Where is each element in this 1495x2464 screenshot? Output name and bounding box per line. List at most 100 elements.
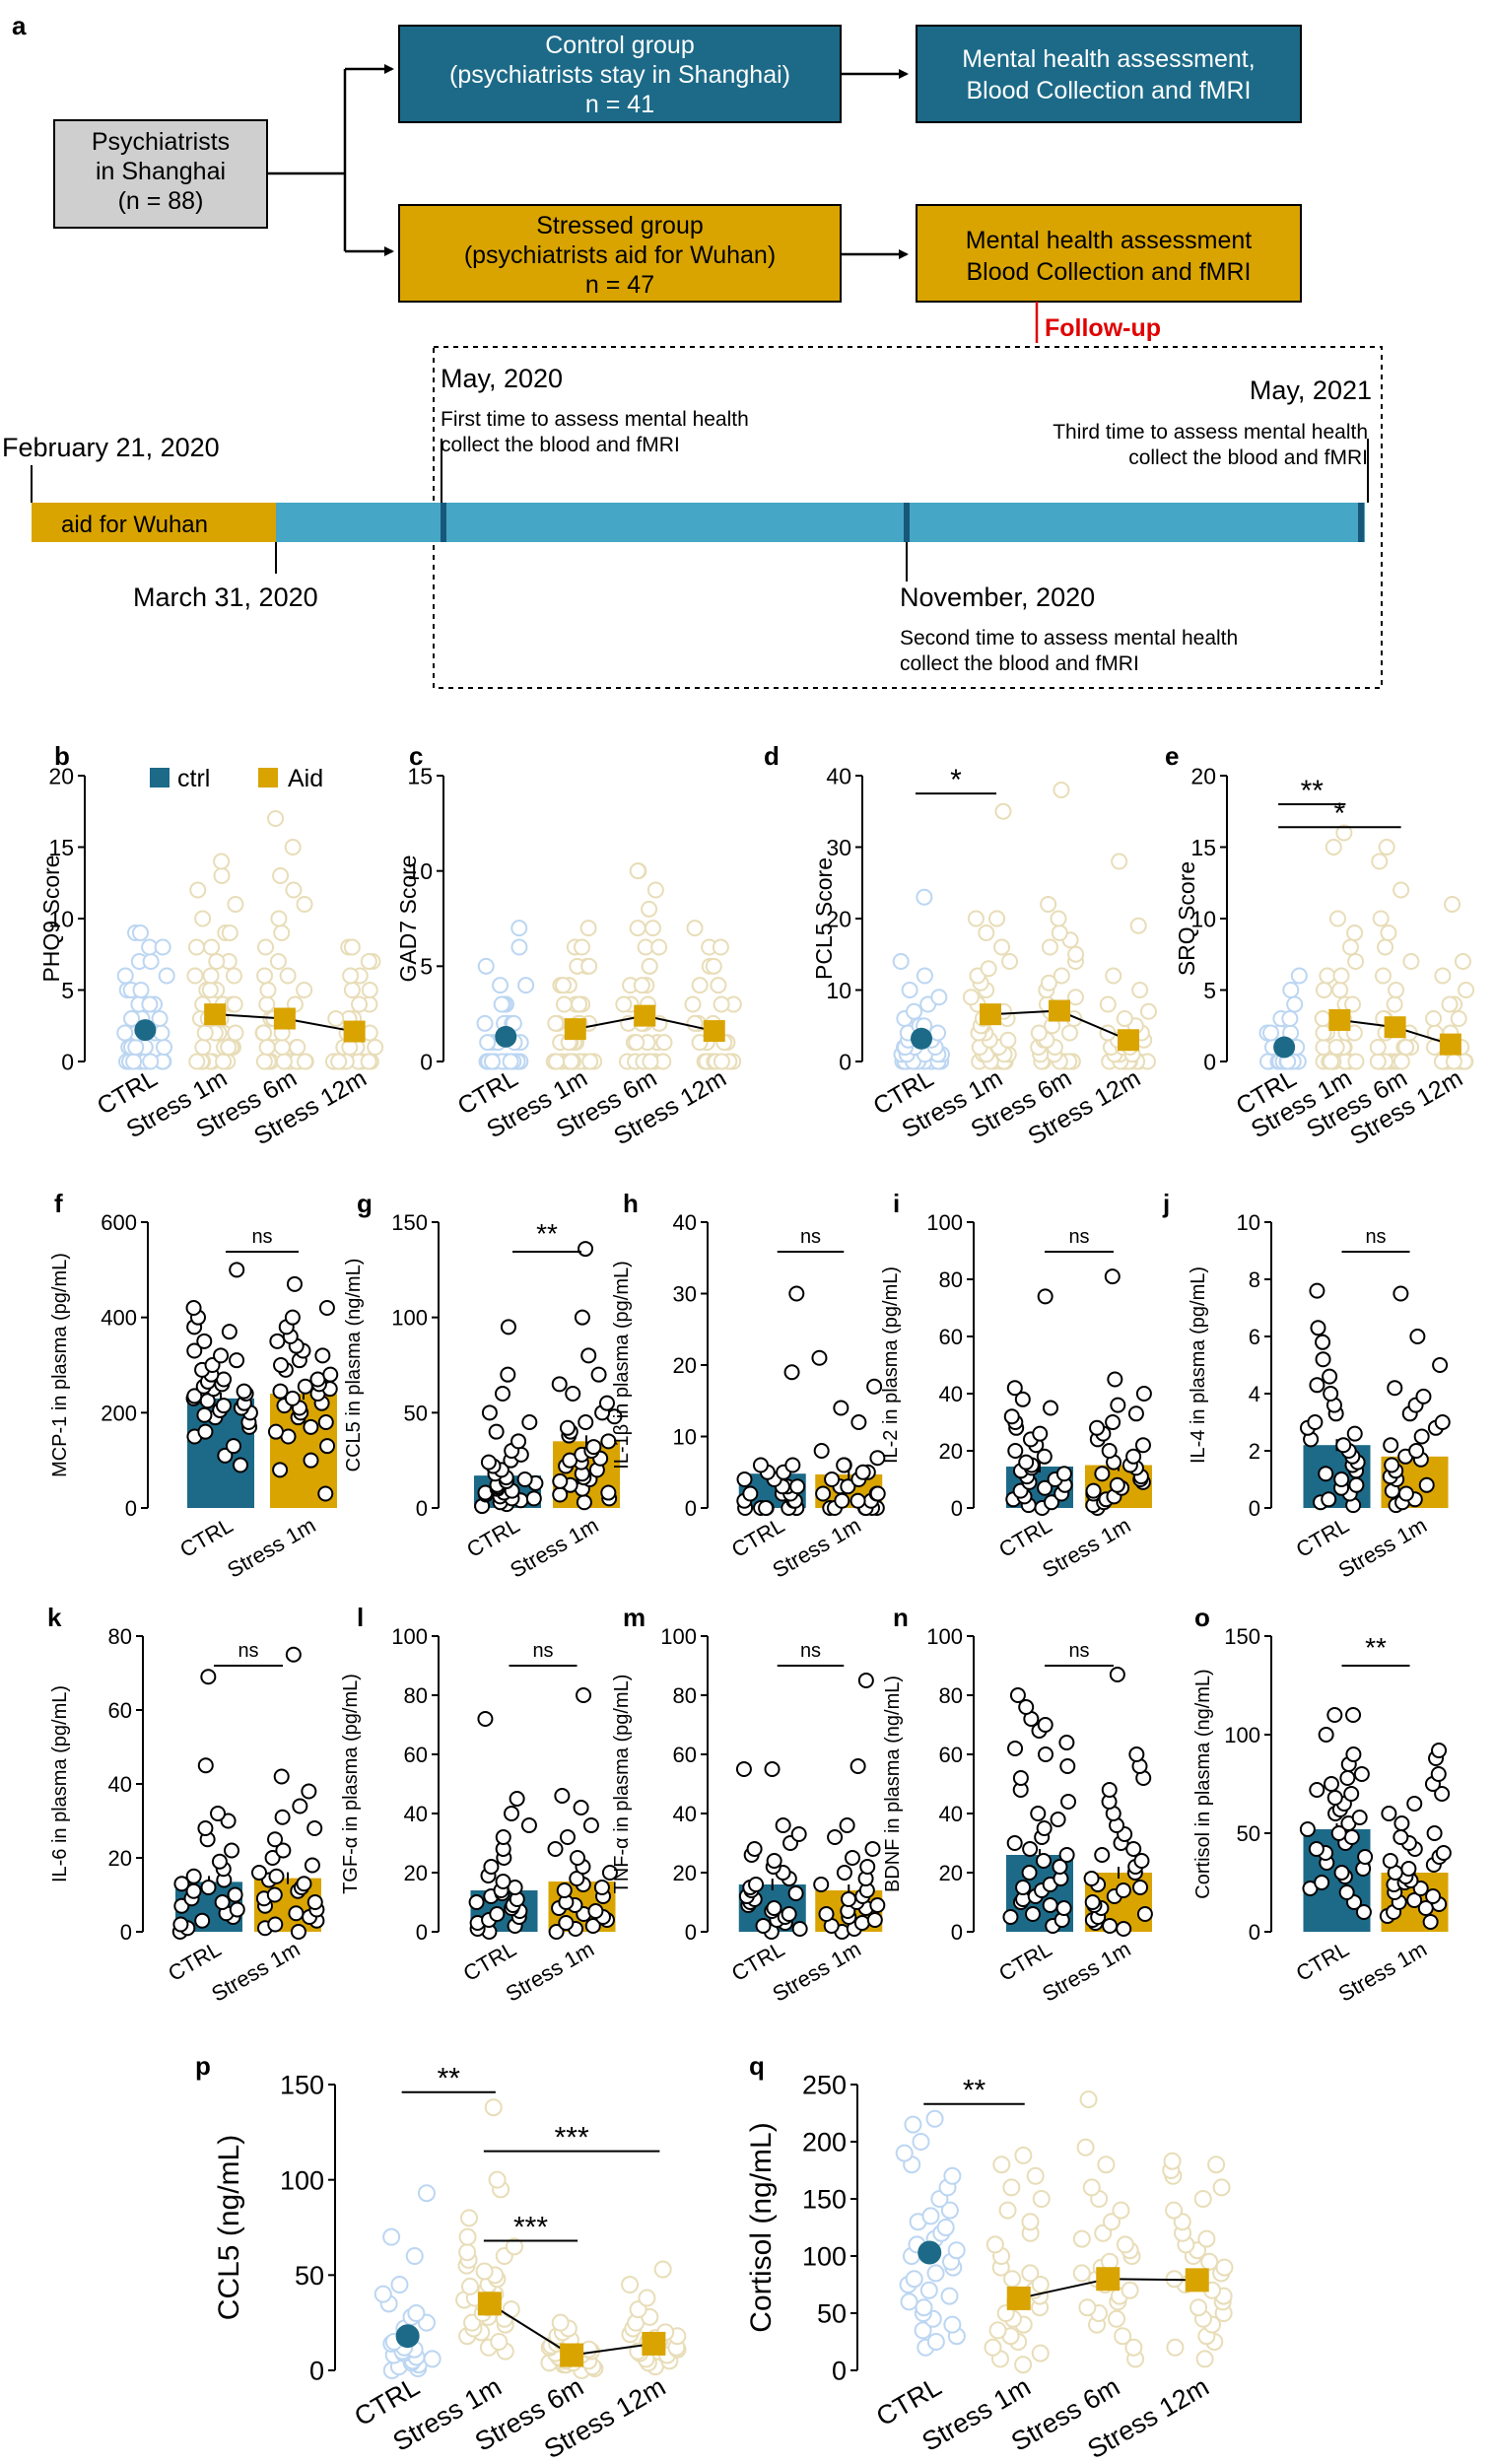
data-point [123, 1010, 141, 1027]
data-point [479, 1034, 497, 1052]
data-point [844, 1850, 860, 1866]
data-point [1166, 2338, 1185, 2357]
significance-label: *** [513, 2212, 548, 2244]
data-point [1322, 1053, 1339, 1070]
y-axis-label: TGF-α in plasma (pg/mL) [340, 1674, 362, 1894]
data-point [1097, 2156, 1116, 2174]
data-point [1339, 1770, 1356, 1786]
data-point [131, 924, 149, 941]
data-point [1357, 1849, 1374, 1865]
data-point [236, 1383, 252, 1400]
data-point [827, 1829, 844, 1845]
data-point [502, 2300, 520, 2319]
nov-2020-desc-1: Second time to assess mental health [900, 627, 1238, 650]
data-point [155, 1039, 172, 1056]
data-point [1031, 2344, 1050, 2362]
category-label: Stress 1m [502, 1937, 598, 2007]
data-point [1431, 1743, 1448, 1758]
data-point [1406, 1892, 1423, 1908]
data-point [1384, 1457, 1400, 1473]
data-point [480, 1454, 497, 1471]
y-tick-label: 400 [101, 1306, 137, 1331]
data-point [303, 1418, 319, 1435]
data-point [275, 1053, 293, 1070]
y-tick-label: 20 [673, 1861, 697, 1885]
data-point [859, 1859, 876, 1875]
mean-marker-aid [343, 1020, 366, 1043]
data-point [628, 1034, 646, 1052]
date-may-2021: May, 2021 [1250, 376, 1372, 405]
y-axis-label: IL-2 in plasma (pg/mL) [880, 1266, 902, 1464]
data-point [213, 1347, 230, 1364]
y-tick-label: 5 [420, 954, 433, 980]
data-point [1425, 1010, 1443, 1027]
y-tick-label: 2 [1249, 1439, 1260, 1464]
panel-letter-h: h [623, 1189, 639, 1218]
data-point [197, 1820, 214, 1836]
data-point [598, 1395, 615, 1411]
data-point [306, 1894, 323, 1910]
data-point [1050, 910, 1067, 927]
data-point [1001, 953, 1019, 970]
data-point [1393, 1053, 1410, 1070]
data-point [1133, 1853, 1150, 1869]
data-point [1347, 953, 1365, 970]
data-point [1290, 967, 1308, 985]
data-point [1072, 2229, 1091, 2248]
data-point [1351, 1810, 1368, 1825]
mean-marker-aid [980, 1003, 1001, 1026]
y-tick-label: 0 [685, 1920, 697, 1945]
data-point [284, 1309, 301, 1326]
significance-label: ** [536, 1218, 558, 1249]
data-point [285, 881, 303, 899]
y-tick-label: 80 [939, 1683, 963, 1708]
mean-marker-aid [560, 2343, 584, 2367]
data-point [132, 982, 150, 998]
data-point [481, 1404, 498, 1421]
significance-label: ns [1068, 1640, 1089, 1662]
data-point [559, 1419, 576, 1436]
significance-label: *** [555, 2122, 589, 2155]
data-point [197, 1423, 214, 1440]
data-point [900, 2293, 918, 2311]
data-point [705, 957, 722, 975]
data-point [559, 1829, 576, 1845]
data-point [1307, 1414, 1324, 1430]
data-point [600, 1433, 617, 1450]
panel-letter-d: d [764, 741, 780, 771]
data-point [296, 896, 313, 913]
data-point [849, 1758, 866, 1774]
y-tick-label: 20 [48, 763, 74, 788]
data-point [1134, 1437, 1151, 1454]
data-point [221, 1324, 238, 1340]
data-point [864, 1841, 881, 1857]
data-point [784, 1457, 801, 1473]
data-point [367, 1039, 384, 1056]
data-point [274, 1809, 291, 1825]
data-point [788, 1285, 805, 1302]
stressed-assessment-box [916, 204, 1302, 303]
data-point [1309, 1377, 1325, 1394]
mean-line [489, 2302, 573, 2357]
data-point [1085, 1482, 1102, 1499]
data-point [943, 2166, 962, 2185]
data-point [460, 2277, 479, 2295]
panel-a: a Psychiatrists in Shanghai (n = 88) Con… [2, 11, 1383, 689]
data-point [200, 1880, 217, 1895]
data-point [548, 1053, 566, 1070]
tick-nov-2020 [904, 503, 910, 542]
aid-label: aid for Wuhan [61, 512, 208, 538]
data-point [290, 1924, 306, 1940]
data-point [1055, 1900, 1072, 1916]
data-point [173, 1876, 190, 1892]
significance-label: ns [1068, 1226, 1089, 1248]
data-point [458, 2227, 477, 2246]
y-tick-label: 10 [48, 906, 74, 931]
data-point [1286, 995, 1304, 1013]
y-axis-label: PHQ9 Score [38, 855, 64, 982]
data-point [351, 995, 369, 1013]
data-point [1094, 1466, 1111, 1482]
legend: ctrl Aid [150, 765, 323, 792]
